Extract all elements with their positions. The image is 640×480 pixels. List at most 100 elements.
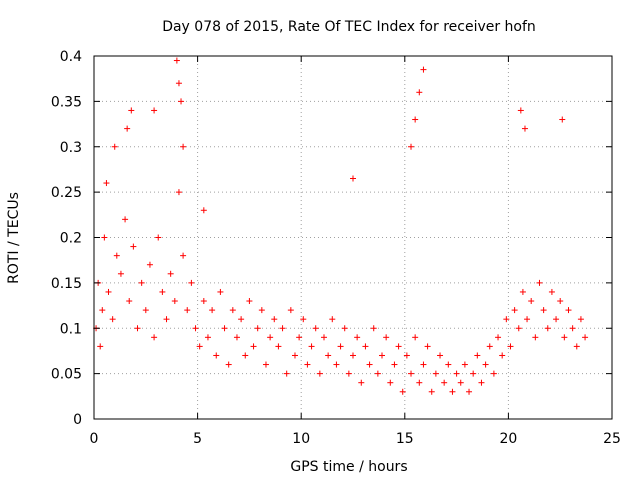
data-point [304,361,311,368]
y-tick-label: 0.35 [51,94,82,110]
data-point [329,316,336,323]
data-point [399,388,406,395]
data-point [387,379,394,386]
data-point [532,334,539,341]
data-point [109,316,116,323]
data-point [428,388,435,395]
data-point [507,343,514,350]
data-point [408,143,415,150]
data-point [437,352,444,359]
data-point [320,334,327,341]
data-point [490,370,497,377]
data-point [151,107,158,114]
data-point [559,116,566,123]
y-tick-label: 0.1 [60,321,82,337]
data-point [366,361,373,368]
data-point [101,234,108,241]
data-point [122,216,129,223]
data-point [254,325,261,332]
data-point [561,334,568,341]
data-point [200,207,207,214]
y-axis-label: ROTI / TECUs [6,192,22,284]
data-point [167,270,174,277]
x-tick-label: 10 [292,431,310,447]
data-point [175,80,182,87]
data-point [204,334,211,341]
data-point [536,279,543,286]
data-point [457,379,464,386]
data-point [229,307,236,314]
data-point [99,307,106,314]
data-point [250,343,257,350]
data-point [416,89,423,96]
data-point [258,307,265,314]
data-point [362,343,369,350]
data-point [126,298,133,305]
data-point [171,298,178,305]
data-point [412,334,419,341]
data-point [325,352,332,359]
data-point [300,316,307,323]
data-point [412,116,419,123]
data-point [213,352,220,359]
data-point [432,370,439,377]
data-point [128,107,135,114]
y-tick-label: 0.15 [51,276,82,292]
data-point [138,279,145,286]
chart-title: Day 078 of 2015, Rate Of TEC Index for r… [162,19,536,35]
data-point [424,343,431,350]
y-tick-label: 0.3 [60,140,82,156]
data-point [341,325,348,332]
data-point [283,370,290,377]
axis-ticks [93,55,613,420]
data-point [445,361,452,368]
data-point [151,334,158,341]
data-point [470,370,477,377]
data-point [350,175,356,182]
data-point [519,288,526,295]
data-point [103,180,110,187]
y-tick-label: 0.05 [51,367,82,383]
data-point [548,288,555,295]
data-point [262,361,269,368]
data-point [188,279,195,286]
data-point [416,379,423,386]
data-point [97,343,104,350]
data-point [453,370,460,377]
data-point [180,143,187,150]
data-point [515,325,522,332]
data-point [499,352,506,359]
data-point [474,352,481,359]
data-point [461,361,468,368]
data-point [420,66,427,73]
data-point [449,388,456,395]
data-point [495,334,502,341]
data-point [408,370,415,377]
data-point [200,298,207,305]
data-point [173,57,180,64]
data-point [482,361,489,368]
data-point [196,343,203,350]
data-point [521,125,528,132]
data-point [383,334,390,341]
data-point [246,298,253,305]
data-point [221,325,228,332]
data-point [275,343,282,350]
x-tick-label: 20 [499,431,517,447]
data-point [159,288,166,295]
data-point [511,307,518,314]
data-point [345,370,352,377]
data-point [209,307,216,314]
data-point [233,334,240,341]
y-tick-label: 0.2 [60,231,82,247]
data-point [111,143,118,150]
data-point [379,352,386,359]
data-point [374,370,381,377]
data-point [316,370,323,377]
data-point [105,288,112,295]
data-point [238,316,245,323]
data-point [420,361,427,368]
data-point [557,298,564,305]
data-point [350,352,356,359]
gridlines [94,56,612,419]
